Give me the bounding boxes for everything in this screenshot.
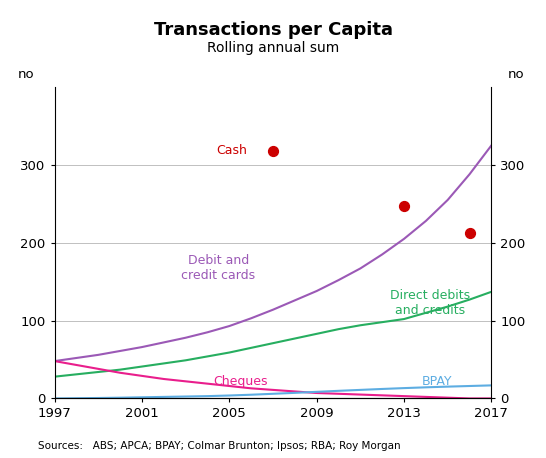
Point <box>269 147 277 154</box>
Text: BPAY: BPAY <box>422 375 452 388</box>
Text: Cheques: Cheques <box>213 375 268 388</box>
Text: no: no <box>17 68 34 81</box>
Text: Direct debits
and credits: Direct debits and credits <box>390 289 470 317</box>
Text: Debit and
credit cards: Debit and credit cards <box>181 254 256 282</box>
Text: no: no <box>508 68 524 81</box>
Text: Cash: Cash <box>216 144 247 158</box>
Point <box>400 202 408 210</box>
Point <box>465 230 474 237</box>
Text: Sources:   ABS; APCA; BPAY; Colmar Brunton; Ipsos; RBA; Roy Morgan: Sources: ABS; APCA; BPAY; Colmar Brunton… <box>38 441 401 451</box>
Text: Transactions per Capita: Transactions per Capita <box>153 21 393 39</box>
Text: Rolling annual sum: Rolling annual sum <box>207 41 339 55</box>
